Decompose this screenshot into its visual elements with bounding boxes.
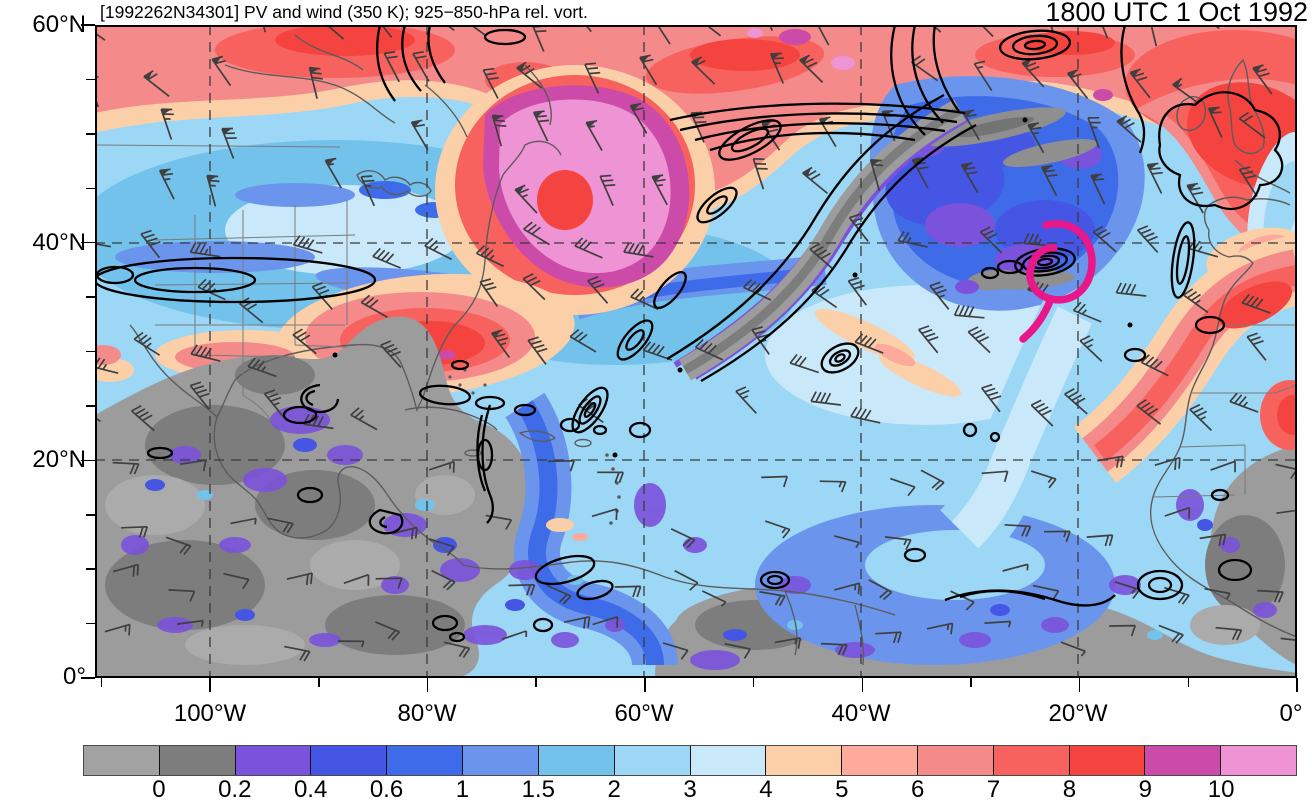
colorbar-tick-label: 0.2 [218, 776, 252, 803]
valid-time: 1800 UTC 1 Oct 1992 [1045, 0, 1308, 27]
latitude-label: 60°N [32, 11, 86, 38]
colorbar-segment [614, 746, 691, 775]
colorbar-segment [766, 746, 843, 775]
tropical-cyclone-icon [1019, 220, 1096, 343]
colorbar-segment [1221, 746, 1296, 775]
colorbar-tick-label: 4 [759, 776, 773, 803]
colorbar-tick-label: 0 [152, 776, 166, 803]
colorbar-tick-label: 9 [1138, 776, 1152, 803]
longitude-label: 80°W [397, 700, 457, 727]
colorbar-segment [842, 746, 918, 775]
longitude-label: 60°W [614, 700, 674, 727]
colorbar-tick-label: 2 [607, 776, 621, 803]
colorbar-segment [1145, 746, 1222, 775]
axis-tick [644, 678, 646, 692]
axis-tick [81, 241, 95, 244]
axis-tick [970, 678, 972, 687]
map-border [95, 25, 1297, 678]
axis-tick [426, 678, 429, 692]
colorbar-segment [917, 746, 994, 775]
longitude-label: 40°W [831, 700, 891, 727]
latitude-label: 0° [63, 663, 86, 690]
axis-tick [86, 133, 95, 135]
longitude-label: 0° [1279, 700, 1303, 727]
colorbar-segment [993, 746, 1070, 775]
axis-tick [318, 678, 320, 687]
coastlines [129, 34, 1297, 666]
vorticity-contours [95, 25, 1284, 643]
axis-tick [86, 187, 95, 189]
axis-tick [86, 78, 95, 81]
axis-tick [86, 405, 95, 407]
latitude-label: 20°N [32, 446, 86, 473]
colorbar-scale: 0 0.2 0.4 0.6 1 1.5 2 3 4 5 6 7 8 9 10 [83, 776, 1297, 804]
colorbar-segment [387, 746, 464, 775]
plot-title: [1992262N34301] PV and wind (350 K); 925… [100, 2, 588, 22]
longitude-label: 100°W [173, 700, 247, 727]
axis-tick [209, 678, 211, 692]
axis-tick [752, 678, 755, 687]
latitude-label: 40°N [32, 229, 86, 256]
axis-tick [100, 678, 103, 687]
colorbar-segment [1069, 746, 1146, 775]
axis-tick [1078, 678, 1081, 692]
colorbar [83, 745, 1297, 776]
colorbar-segment [235, 746, 312, 775]
axis-tick [81, 459, 95, 462]
colorbar-tick-label: 8 [1062, 776, 1077, 803]
colorbar-tick-label: 5 [835, 776, 849, 803]
axis-tick [86, 296, 95, 298]
axis-tick [86, 350, 95, 353]
axis-tick [535, 678, 537, 687]
state-borders [95, 144, 1297, 498]
colorbar-segment [463, 746, 539, 775]
colorbar-segment [311, 746, 388, 775]
longitude-label: 20°W [1048, 700, 1108, 727]
colorbar-tick-label: 0.6 [369, 776, 404, 803]
pv-shaded-field [95, 25, 1297, 678]
colorbar-tick-label: 1.5 [521, 776, 555, 803]
map-canvas [95, 25, 1297, 678]
colorbar-tick-label: 7 [986, 776, 1001, 803]
axis-tick [1296, 678, 1298, 692]
colorbar-segment [538, 746, 615, 775]
colorbar-tick-label: 1 [455, 776, 470, 803]
axis-tick [81, 24, 95, 26]
colorbar-tick-label: 0.4 [293, 776, 328, 803]
colorbar-segment [84, 746, 160, 775]
wind-barbs [95, 25, 1297, 662]
axis-tick [86, 622, 95, 625]
axis-tick [861, 678, 864, 692]
colorbar-segment [690, 746, 767, 775]
colorbar-tick-label: 10 [1207, 776, 1235, 803]
axis-tick [86, 568, 95, 570]
axis-tick [1187, 678, 1190, 687]
axis-tick [81, 677, 95, 679]
colorbar-tick-label: 6 [910, 776, 925, 803]
colorbar-tick-label: 3 [683, 776, 697, 803]
axis-tick [86, 514, 95, 516]
colorbar-segment [159, 746, 236, 775]
